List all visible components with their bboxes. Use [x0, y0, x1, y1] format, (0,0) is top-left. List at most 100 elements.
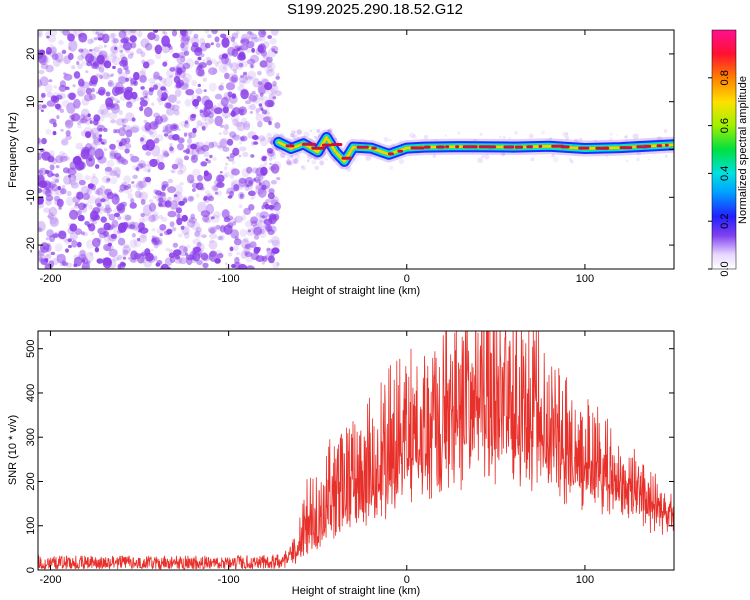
- noise-speckle: [272, 80, 277, 87]
- spectrogram-y-axis-label: Frequency (Hz): [7, 112, 19, 188]
- noise-speckle: [98, 31, 104, 37]
- noise-speckle: [137, 30, 143, 38]
- noise-speckle: [80, 113, 88, 124]
- noise-speckle: [77, 153, 86, 162]
- snr-x-ticks: -200 -100 0 100: [39, 331, 594, 586]
- noise-speckle: [122, 245, 131, 254]
- noise-speckle: [179, 30, 189, 35]
- noise-speckle: [87, 38, 94, 45]
- noise-speckle: [257, 120, 263, 128]
- noise-speckle: [169, 147, 175, 154]
- noise-speckle: [39, 76, 49, 87]
- noise-speckle: [158, 214, 164, 220]
- noise-speckle: [111, 219, 119, 228]
- noise-speckle: [149, 158, 158, 168]
- noise-speckle: [233, 238, 242, 246]
- noise-speckle: [61, 99, 70, 108]
- noise-speckle: [89, 251, 93, 256]
- noise-speckle: [54, 243, 63, 252]
- noise-speckle: [249, 93, 253, 96]
- noise-speckle: [258, 96, 264, 101]
- noise-speckle: [45, 128, 52, 135]
- noise-speckle: [39, 97, 45, 103]
- noise-speckle: [85, 239, 94, 249]
- noise-speckle: [96, 258, 104, 264]
- noise-speckle: [191, 80, 197, 87]
- noise-speckle: [78, 32, 88, 43]
- noise-speckle: [177, 137, 185, 144]
- ridge-core: [397, 149, 404, 153]
- noise-speckle: [123, 36, 130, 44]
- noise-speckle: [192, 188, 196, 192]
- y-tick-label: 300: [25, 428, 37, 446]
- ridge-lilac-speck: [508, 136, 511, 140]
- noise-speckle: [179, 121, 189, 128]
- noise-speckle: [173, 191, 183, 203]
- ridge-lilac-speck: [571, 144, 576, 149]
- noise-speckle: [51, 53, 59, 60]
- ridge-lilac-speck: [530, 157, 535, 162]
- noise-speckle: [110, 148, 119, 159]
- noise-speckle: [208, 250, 218, 262]
- noise-speckle: [61, 139, 69, 146]
- noise-speckle: [224, 228, 232, 235]
- noise-speckle: [107, 80, 114, 88]
- noise-speckle: [252, 94, 261, 104]
- noise-speckle: [162, 81, 167, 88]
- noise-speckle: [195, 125, 199, 129]
- noise-speckle: [165, 69, 174, 78]
- noise-speckle: [265, 60, 273, 68]
- noise-speckle: [68, 46, 72, 51]
- noise-speckle: [239, 136, 245, 142]
- noise-speckle: [200, 252, 209, 261]
- ridge-core: [478, 145, 492, 149]
- noise-speckle: [130, 250, 138, 260]
- noise-speckle: [255, 183, 264, 191]
- noise-speckle: [203, 151, 210, 157]
- noise-speckle: [187, 138, 192, 145]
- noise-speckle: [94, 190, 101, 195]
- noise-speckle: [72, 196, 81, 204]
- ridge-lilac-speck: [648, 158, 651, 161]
- noise-speckle: [179, 55, 186, 63]
- noise-speckle: [111, 52, 118, 59]
- snr-x-axis-label: Height of straight line (km): [292, 585, 420, 597]
- noise-speckle: [109, 143, 116, 150]
- ridge-lilac-speck: [510, 143, 516, 149]
- ridge-lilac-speck: [502, 135, 506, 139]
- x-tick-label: -100: [218, 273, 240, 285]
- noise-speckle: [173, 194, 180, 203]
- noise-speckle: [106, 191, 114, 200]
- noise-speckle: [123, 89, 133, 101]
- noise-speckle: [214, 93, 223, 100]
- ridge-lilac-speck: [466, 141, 472, 147]
- noise-speckle: [257, 246, 261, 252]
- noise-speckle: [211, 214, 220, 224]
- noise-speckle: [45, 198, 52, 206]
- noise-speckle: [223, 124, 229, 131]
- noise-speckle: [238, 191, 245, 200]
- ridge-lilac-speck: [291, 134, 296, 139]
- noise-speckle: [88, 117, 93, 121]
- noise-speckle: [201, 115, 208, 122]
- noise-speckle: [255, 108, 260, 113]
- noise-speckle: [71, 65, 76, 70]
- noise-speckle: [63, 73, 73, 81]
- noise-speckle: [207, 195, 215, 202]
- noise-speckle: [88, 80, 94, 86]
- ridge-lilac-speck: [626, 159, 629, 163]
- noise-speckle: [153, 122, 157, 126]
- noise-speckle: [184, 98, 192, 107]
- noise-speckle: [266, 69, 275, 77]
- noise-speckle: [160, 86, 167, 91]
- noise-speckle: [181, 214, 188, 222]
- noise-speckle: [241, 88, 249, 95]
- noise-speckle: [227, 91, 233, 98]
- noise-speckle: [68, 39, 78, 52]
- ridge-lilac-speck: [314, 153, 318, 158]
- noise-speckle: [55, 155, 64, 164]
- noise-speckle: [179, 182, 184, 186]
- noise-speckle: [245, 123, 250, 128]
- noise-speckle: [183, 155, 190, 161]
- noise-speckle: [96, 30, 106, 35]
